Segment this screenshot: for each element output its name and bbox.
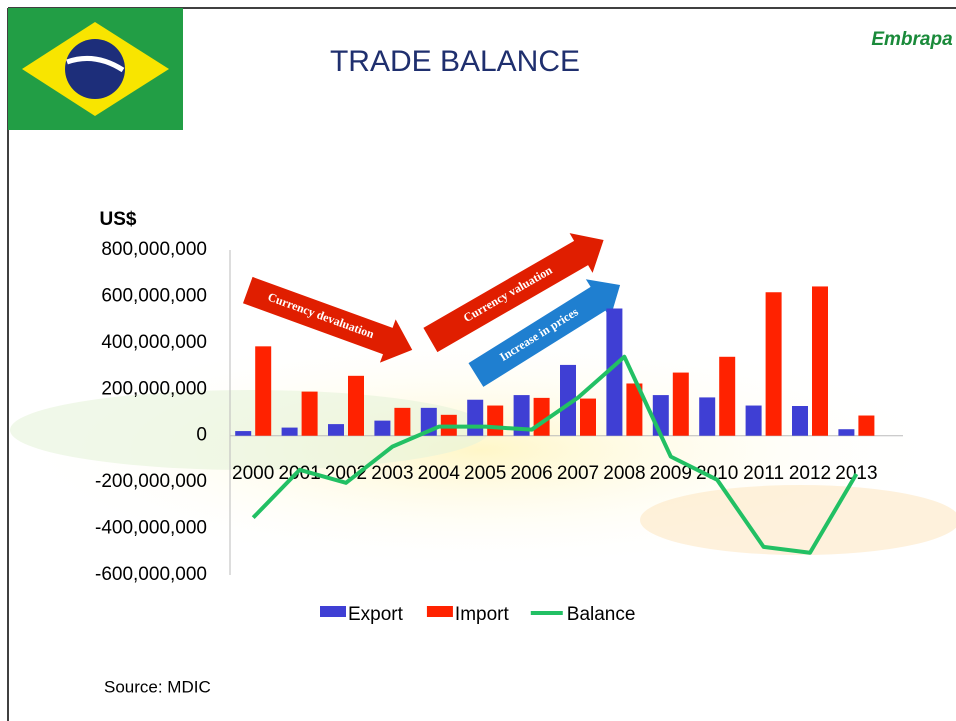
bar bbox=[812, 286, 828, 435]
x-tick-label: 2012 bbox=[789, 463, 831, 484]
bar bbox=[673, 373, 689, 436]
legend-swatch bbox=[427, 606, 453, 617]
slide-title: TRADE BALANCE bbox=[330, 45, 580, 78]
bar bbox=[302, 392, 318, 436]
logo: Embrapa bbox=[871, 29, 953, 50]
bar bbox=[467, 400, 483, 436]
background-swirl bbox=[10, 390, 490, 470]
bar bbox=[719, 357, 735, 436]
x-tick-label: 2011 bbox=[743, 463, 784, 484]
y-tick-label: 600,000,000 bbox=[101, 285, 207, 306]
background-swirl bbox=[640, 485, 956, 555]
bar bbox=[653, 395, 669, 436]
bar bbox=[746, 406, 762, 436]
x-tick-label: 2006 bbox=[510, 463, 552, 484]
legend-swatch bbox=[320, 606, 346, 617]
legend-label: Import bbox=[455, 604, 510, 625]
legend-label: Export bbox=[348, 604, 404, 625]
bar bbox=[699, 397, 715, 435]
bar bbox=[374, 421, 390, 436]
annotation-label: Currency valuation bbox=[461, 263, 555, 325]
legend-label: Balance bbox=[567, 604, 636, 625]
bar bbox=[858, 416, 874, 436]
bar bbox=[394, 408, 410, 436]
x-tick-label: 2003 bbox=[371, 463, 413, 484]
flag bbox=[8, 8, 183, 130]
y-axis-title: US$ bbox=[100, 209, 137, 230]
x-tick-label: 2004 bbox=[418, 463, 461, 484]
bar bbox=[838, 429, 854, 436]
bar bbox=[348, 376, 364, 436]
x-tick-label: 2008 bbox=[603, 463, 645, 484]
bar bbox=[580, 399, 596, 436]
source-note: Source: MDIC bbox=[104, 677, 211, 696]
bar bbox=[255, 346, 271, 435]
bar bbox=[487, 406, 503, 436]
slide: TRADE BALANCE Embrapa US$ Source: MDIC -… bbox=[0, 0, 956, 721]
bar bbox=[282, 428, 298, 436]
y-tick-label: 200,000,000 bbox=[101, 378, 207, 399]
x-tick-label: 2005 bbox=[464, 463, 506, 484]
chart: TRADE BALANCE Embrapa US$ Source: MDIC -… bbox=[0, 0, 956, 721]
x-tick-label: 2013 bbox=[835, 463, 877, 484]
y-tick-label: 800,000,000 bbox=[101, 239, 207, 260]
x-tick-label: 2007 bbox=[557, 463, 599, 484]
bar bbox=[766, 292, 782, 435]
y-tick-label: 400,000,000 bbox=[101, 332, 207, 353]
y-tick-label: -200,000,000 bbox=[95, 471, 207, 492]
y-tick-label: -600,000,000 bbox=[95, 564, 207, 585]
bar bbox=[328, 424, 344, 436]
x-tick-label: 2000 bbox=[232, 463, 274, 484]
y-tick-label: -400,000,000 bbox=[95, 518, 207, 539]
bar bbox=[235, 431, 251, 436]
y-tick-label: 0 bbox=[196, 425, 207, 446]
bar bbox=[792, 406, 808, 436]
